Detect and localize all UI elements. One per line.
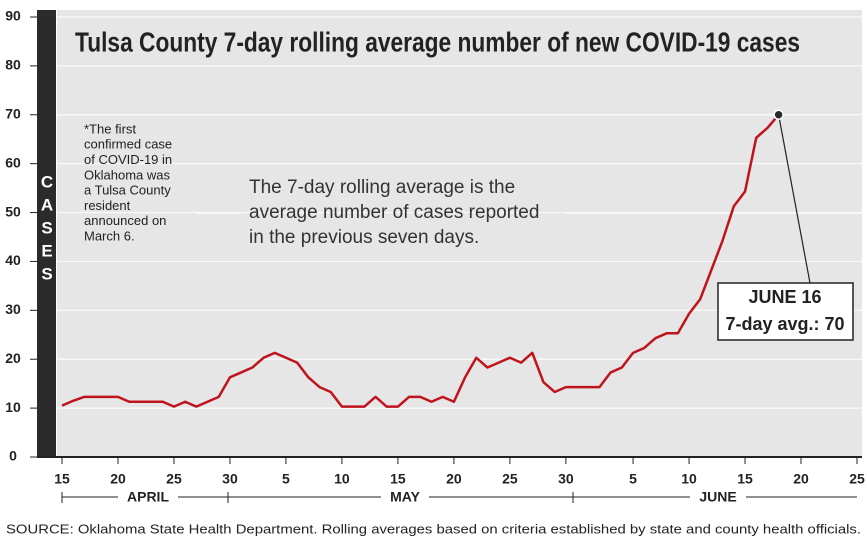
note: announced on	[84, 213, 166, 228]
note: Oklahoma was	[84, 167, 170, 182]
y-tick-label: 80	[5, 57, 21, 73]
month-label: APRIL	[127, 489, 169, 505]
callout-box	[717, 282, 854, 341]
y-tick-label: 40	[5, 252, 21, 268]
x-tick-label: 25	[849, 471, 865, 487]
y-tick-label: 60	[5, 154, 21, 170]
y-tick-label: 20	[5, 350, 21, 366]
y-tick-label: 0	[9, 448, 17, 464]
x-tick-label: 15	[390, 471, 406, 487]
chart-title: Tulsa County 7-day rolling average numbe…	[75, 26, 800, 57]
callout-point	[773, 109, 784, 121]
x-tick-label: 25	[166, 471, 182, 487]
y-tick-label: 10	[5, 399, 21, 415]
callout-text: JUNE 16	[748, 287, 821, 307]
note: resident	[84, 198, 131, 213]
y-axis-label: CASES	[38, 173, 57, 288]
x-tick-label: 20	[110, 471, 126, 487]
note: *The first	[84, 121, 136, 136]
callout-leader	[778, 114, 811, 284]
x-tick-label: 10	[334, 471, 350, 487]
note: of COVID-19 in	[84, 152, 172, 167]
y-label-band	[37, 10, 56, 457]
x-tick-label: 20	[446, 471, 462, 487]
description: average number of cases reported	[249, 202, 539, 223]
month-label: MAY	[390, 489, 420, 505]
x-tick-label: 30	[222, 471, 238, 487]
x-tick-label: 5	[629, 471, 637, 487]
line-series	[61, 113, 780, 408]
description: in the previous seven days.	[249, 227, 479, 248]
y-tick-label: 30	[5, 301, 21, 317]
x-tick-label: 30	[558, 471, 574, 487]
x-tick-label: 5	[282, 471, 290, 487]
y-tick-label: 50	[5, 203, 21, 219]
description: The 7-day rolling average is the	[249, 177, 515, 198]
x-tick-label: 10	[681, 471, 697, 487]
note: March 6.	[84, 229, 135, 244]
x-tick-label: 15	[54, 471, 70, 487]
y-tick-label: 70	[5, 105, 21, 121]
y-tick-label: 90	[5, 8, 21, 24]
x-tick-label: 20	[793, 471, 809, 487]
month-label: JUNE	[699, 489, 736, 505]
x-tick-label: 25	[502, 471, 518, 487]
callout-text: 7-day avg.: 70	[725, 314, 844, 334]
note: a Tulsa County	[84, 183, 171, 198]
source: SOURCE: Oklahoma State Health Department…	[6, 522, 861, 536]
plot-background	[57, 10, 862, 457]
note: confirmed case	[84, 137, 172, 152]
x-tick-label: 15	[737, 471, 753, 487]
